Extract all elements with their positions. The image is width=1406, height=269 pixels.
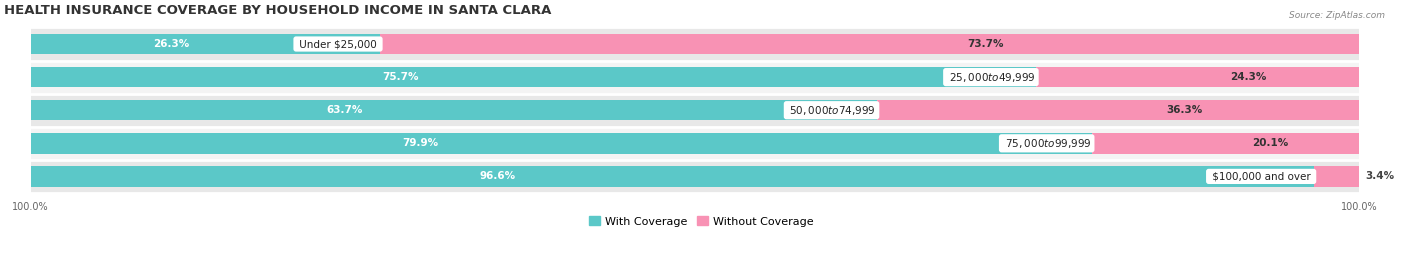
Bar: [31, 100, 877, 121]
Bar: [31, 27, 1358, 61]
Text: 3.4%: 3.4%: [1365, 171, 1395, 181]
Text: 96.6%: 96.6%: [479, 171, 516, 181]
Bar: [1092, 133, 1358, 154]
Bar: [31, 67, 1036, 87]
Bar: [31, 94, 1358, 127]
Text: 24.3%: 24.3%: [1230, 72, 1265, 82]
Text: HEALTH INSURANCE COVERAGE BY HOUSEHOLD INCOME IN SANTA CLARA: HEALTH INSURANCE COVERAGE BY HOUSEHOLD I…: [4, 4, 551, 17]
Bar: [877, 100, 1358, 121]
Bar: [31, 34, 380, 54]
Text: $100,000 and over: $100,000 and over: [1209, 171, 1313, 181]
Bar: [31, 127, 1358, 160]
Legend: With Coverage, Without Coverage: With Coverage, Without Coverage: [585, 212, 818, 231]
Bar: [1036, 67, 1358, 87]
Text: 36.3%: 36.3%: [1166, 105, 1202, 115]
Bar: [31, 160, 1358, 193]
Bar: [31, 61, 1358, 94]
Text: $50,000 to $74,999: $50,000 to $74,999: [786, 104, 877, 117]
Text: Under $25,000: Under $25,000: [297, 39, 380, 49]
Text: 26.3%: 26.3%: [153, 39, 190, 49]
Text: Source: ZipAtlas.com: Source: ZipAtlas.com: [1289, 11, 1385, 20]
Text: 63.7%: 63.7%: [326, 105, 363, 115]
Bar: [380, 34, 1358, 54]
Bar: [31, 133, 1092, 154]
Bar: [31, 166, 1313, 187]
Text: 20.1%: 20.1%: [1251, 138, 1288, 148]
Text: 79.9%: 79.9%: [402, 138, 439, 148]
Bar: [1313, 166, 1358, 187]
Text: $75,000 to $99,999: $75,000 to $99,999: [1001, 137, 1092, 150]
Text: $25,000 to $49,999: $25,000 to $49,999: [946, 70, 1036, 84]
Text: 73.7%: 73.7%: [967, 39, 1004, 49]
Text: 75.7%: 75.7%: [382, 72, 419, 82]
